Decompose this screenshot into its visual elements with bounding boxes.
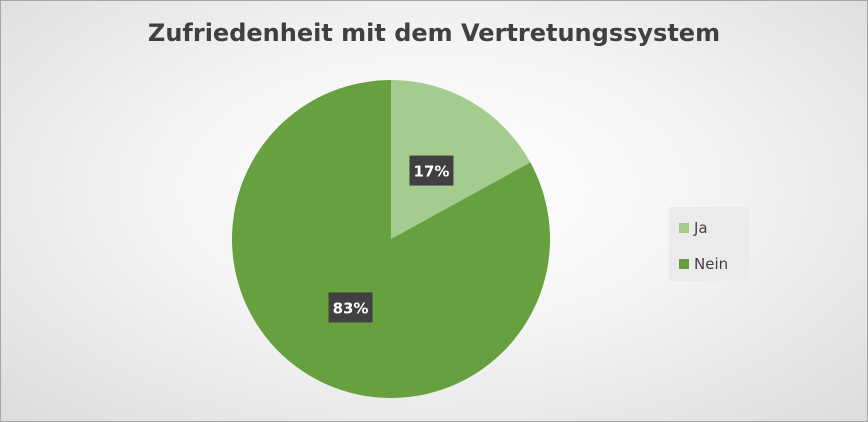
legend-label-nein: Nein [694,255,729,273]
legend-label-ja: Ja [694,219,708,237]
legend: Ja Nein [669,207,749,281]
legend-item-nein: Nein [679,254,728,274]
pie-slice-ja [391,80,531,239]
data-label-ja: 17% [409,155,454,186]
data-label-text: 83% [333,299,369,317]
legend-item-ja: Ja [679,218,708,238]
pie-slices [232,80,551,399]
data-label-box [328,292,373,323]
pie-slice-nein [232,80,551,399]
data-label-text: 17% [414,163,450,181]
data-label-box [409,155,454,186]
legend-swatch-nein [679,259,689,269]
data-label-nein: 83% [328,292,373,323]
chart-title: Zufriedenheit mit dem Vertretungssystem [147,19,721,47]
pie-data-labels: 17% 83% [328,155,454,323]
legend-swatch-ja [679,223,689,233]
